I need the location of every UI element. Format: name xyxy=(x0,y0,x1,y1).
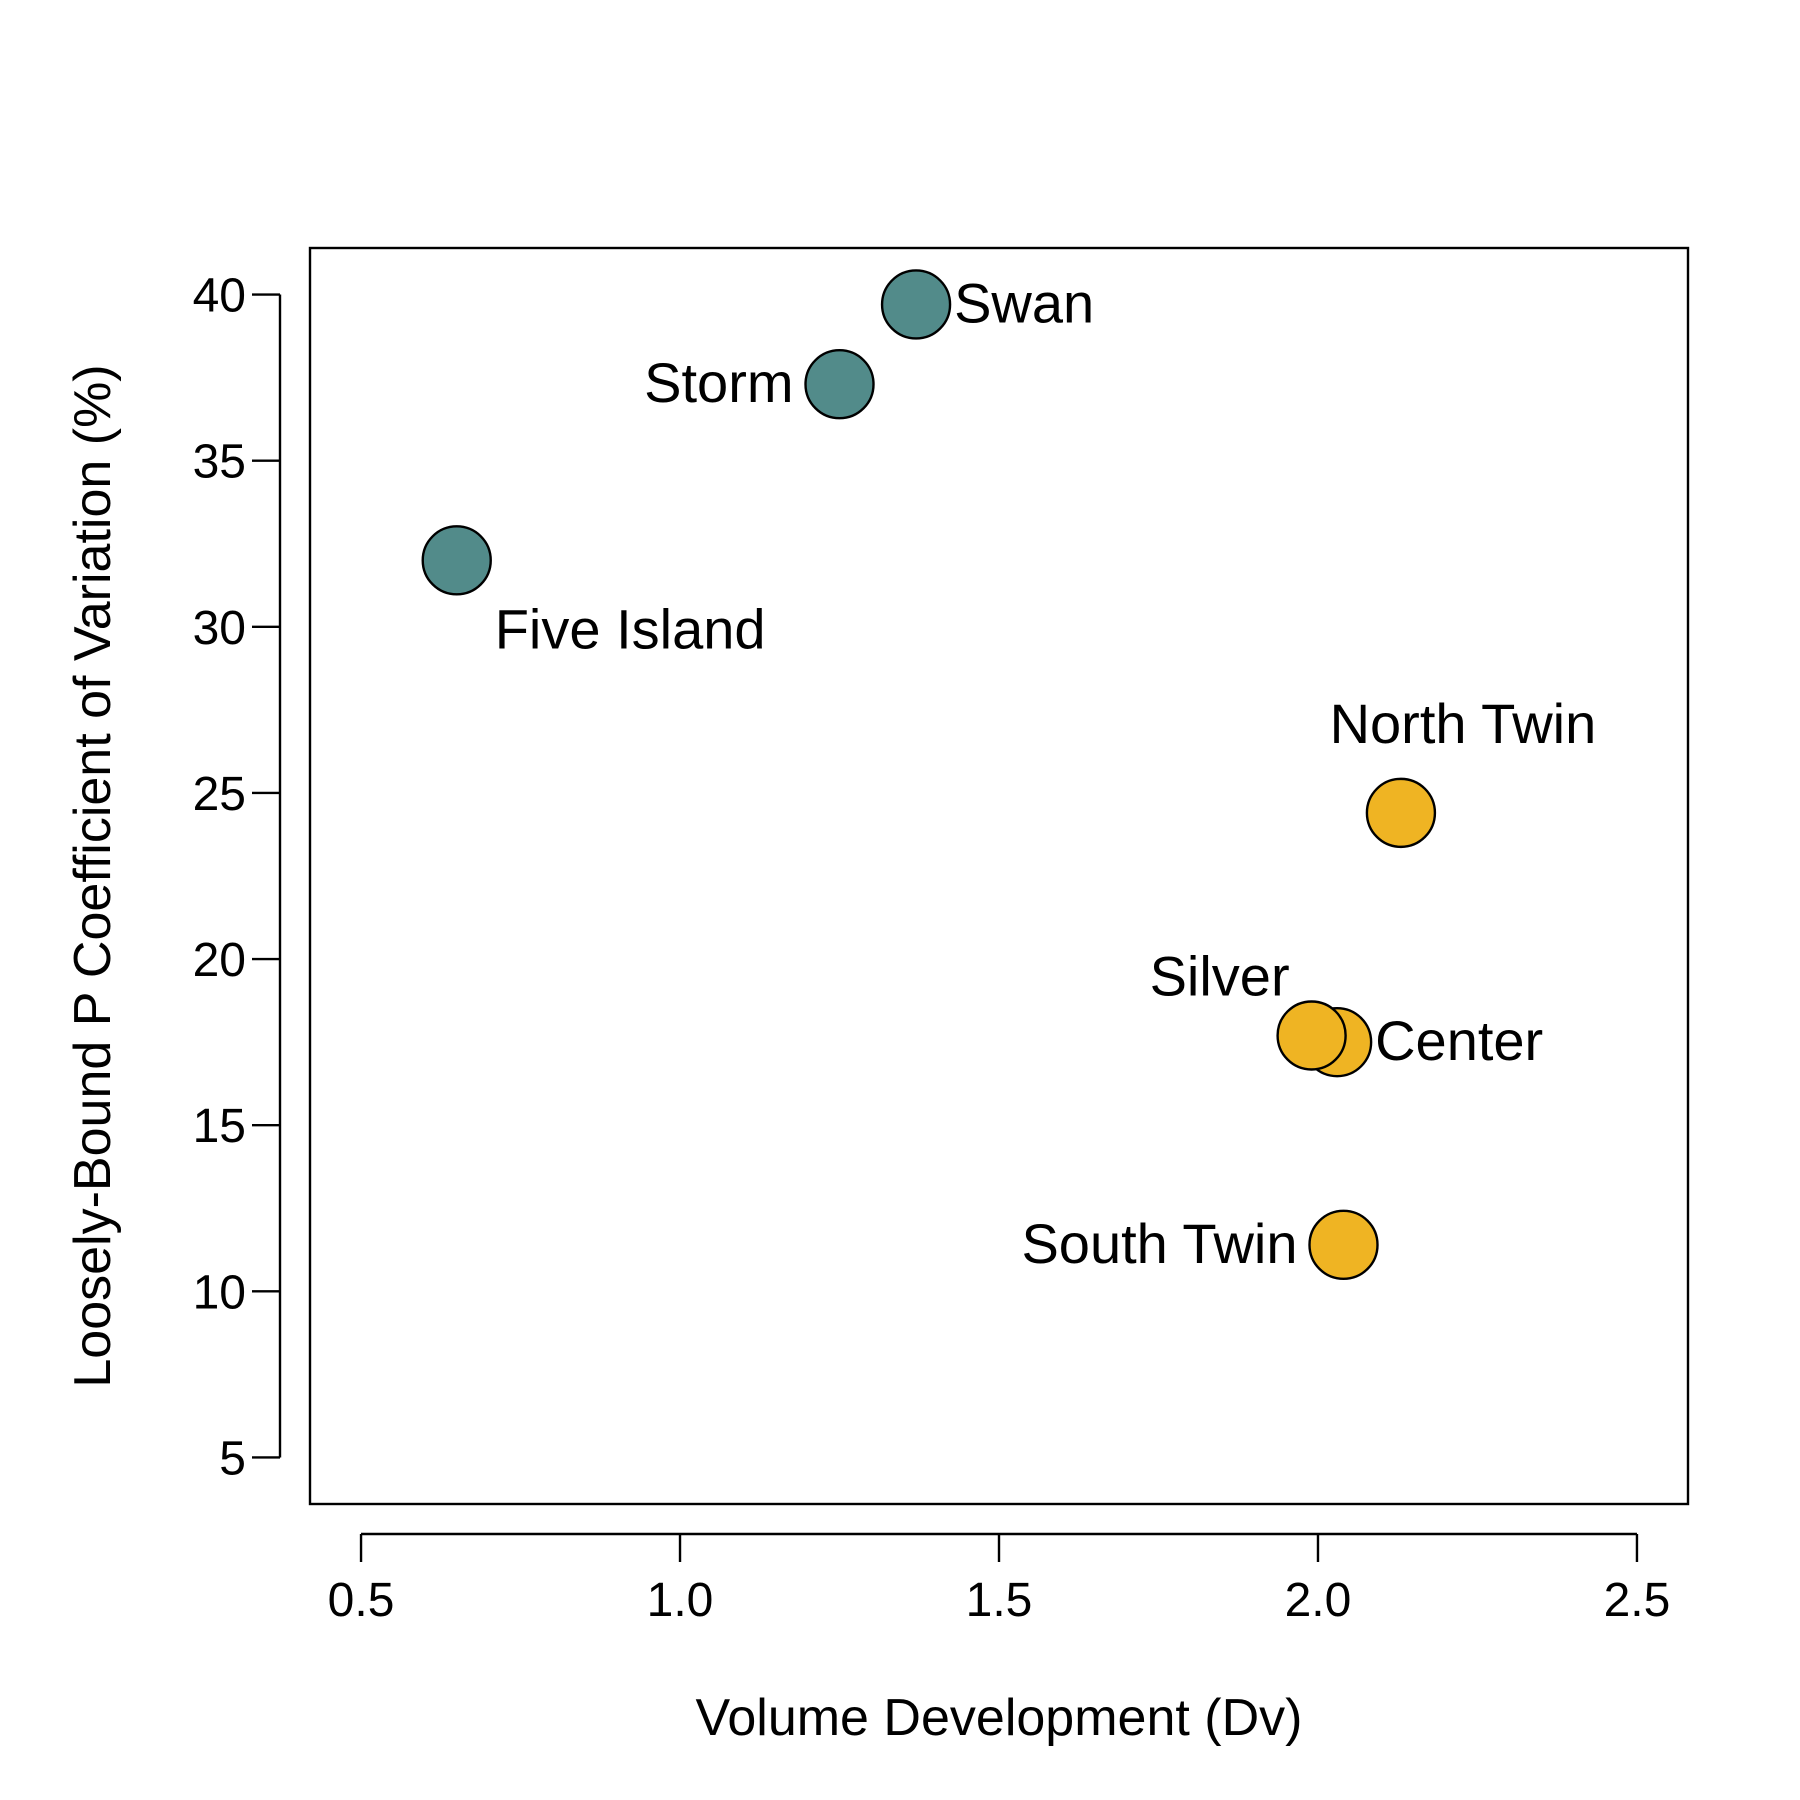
x-tick-label: 1.0 xyxy=(647,1574,714,1627)
y-tick-label: 5 xyxy=(219,1432,246,1485)
y-tick-label: 40 xyxy=(193,270,246,323)
y-tick-label: 30 xyxy=(193,602,246,655)
y-tick-label: 10 xyxy=(193,1266,246,1319)
data-point xyxy=(421,525,492,596)
x-tick-label: 2.0 xyxy=(1285,1574,1352,1627)
point-label: Five Island xyxy=(495,597,766,660)
data-point xyxy=(1276,1000,1347,1071)
y-axis-title: Loosely-Bound P Coefficient of Variation… xyxy=(64,364,122,1387)
point-label: North Twin xyxy=(1330,692,1597,755)
plot-frame xyxy=(308,246,1690,1506)
y-tick-label: 35 xyxy=(193,436,246,489)
x-tick-label: 1.5 xyxy=(966,1574,1033,1627)
point-label: Silver xyxy=(1150,944,1290,1007)
data-point xyxy=(1308,1209,1379,1281)
point-label: South Twin xyxy=(1021,1212,1297,1275)
x-axis: 0.5 1.0 1.5 2.0 2.5 xyxy=(328,1532,1671,1627)
data-point xyxy=(804,349,875,420)
x-tick-label: 0.5 xyxy=(328,1574,395,1627)
point-label: Center xyxy=(1375,1009,1543,1072)
data-point xyxy=(1365,777,1437,849)
y-tick-label: 20 xyxy=(193,934,246,987)
point-labels: Swan Storm Five Island North Twin Center Silv… xyxy=(495,271,1597,1274)
x-tick-label: 2.5 xyxy=(1604,1574,1671,1627)
y-tick-label: 25 xyxy=(193,768,246,821)
x-axis-title: Volume Development (Dv) xyxy=(696,1689,1303,1747)
y-axis: 5 10 15 20 25 30 35 40 xyxy=(193,270,282,1485)
data-point xyxy=(880,269,952,340)
y-tick-label: 15 xyxy=(193,1100,246,1153)
point-label: Storm xyxy=(644,351,793,414)
data-points xyxy=(421,269,1437,1281)
point-label: Swan xyxy=(954,271,1094,334)
